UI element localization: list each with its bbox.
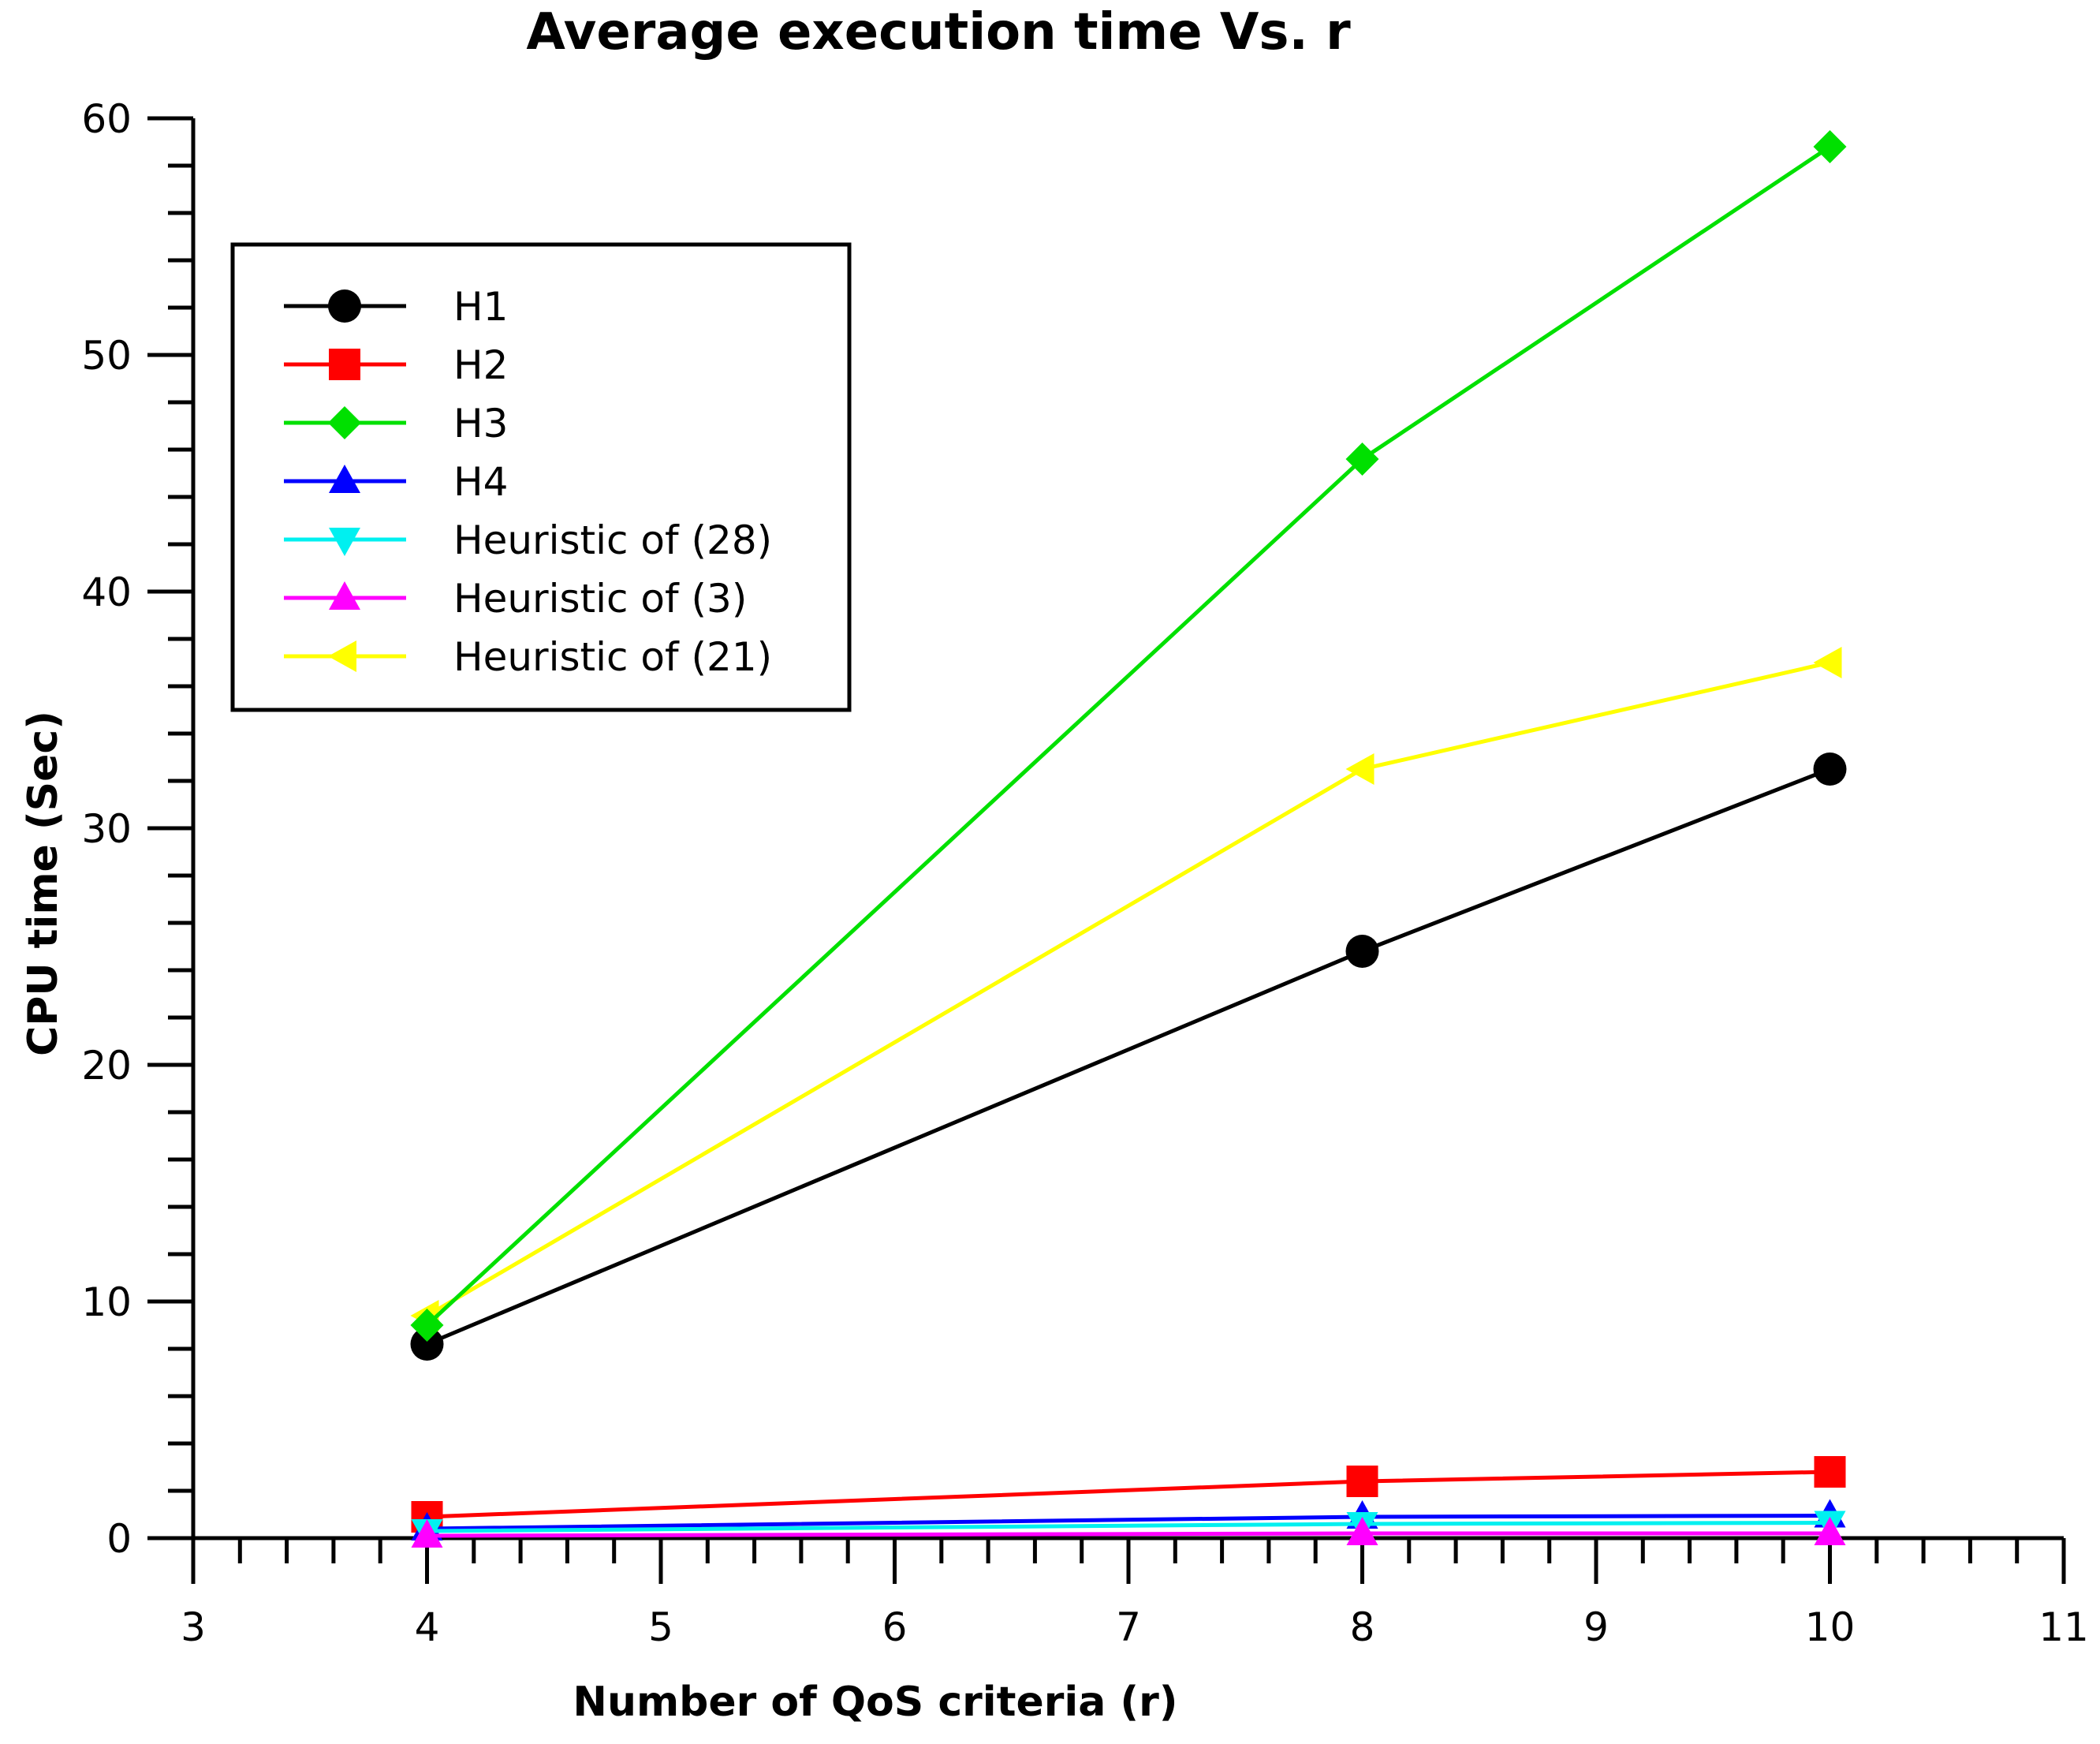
legend-item: H4 (284, 459, 508, 505)
series-line (426, 767, 1831, 1346)
data-point (1813, 130, 1847, 163)
series-h3 (410, 130, 1847, 1342)
y-tick-label: 50 (81, 333, 132, 379)
series-h2 (411, 1456, 1846, 1533)
series-line (427, 1470, 1830, 1519)
legend: H1 H2 H3 H4 Heuristic of (28) Heuristic of (3… (230, 242, 852, 712)
series-h1 (410, 752, 1847, 1361)
data-point (1346, 1517, 1378, 1545)
series-heuristic-of-3 (411, 1517, 1846, 1548)
x-tick-label: 3 (181, 1604, 206, 1650)
legend-item: Heuristic of (3) (284, 576, 747, 622)
legend-item: H2 (284, 342, 508, 388)
data-point (1814, 1456, 1846, 1488)
legend-label: H2 (453, 342, 508, 388)
x-tick-label: 10 (1805, 1604, 1856, 1650)
legend-box (230, 242, 852, 712)
data-point (1813, 752, 1847, 786)
legend-marker (328, 640, 356, 672)
legend-item: H1 (284, 284, 508, 330)
legend-label: Heuristic of (21) (453, 634, 772, 680)
y-tick-label: 20 (81, 1043, 132, 1089)
x-tick-label: 9 (1583, 1604, 1609, 1650)
data-point (1814, 1517, 1846, 1545)
data-point (1345, 935, 1379, 968)
data-point (1345, 443, 1379, 476)
x-axis-label: Number of QoS criteria (r) (573, 1679, 1177, 1726)
y-tick-label: 30 (81, 806, 132, 852)
legend-marker (329, 349, 360, 380)
data-point (1813, 647, 1842, 678)
legend-label: H3 (453, 401, 508, 446)
legend-item: Heuristic of (21) (284, 634, 772, 680)
legend-label: H1 (453, 284, 508, 330)
series-line (426, 660, 1831, 1318)
data-point (411, 1519, 443, 1548)
data-point (410, 1328, 444, 1361)
y-tick-label: 0 (106, 1516, 132, 1562)
axes: 3 4 5 6 7 8 9 10 11 0 10 20 30 40 50 60 (81, 96, 2088, 1650)
x-tick-label: 11 (2038, 1604, 2089, 1650)
legend-marker (328, 406, 361, 439)
series-layer (410, 130, 1847, 1548)
x-tick-label: 7 (1116, 1604, 1141, 1650)
x-tick-label: 5 (648, 1604, 673, 1650)
x-tick-label: 8 (1350, 1604, 1375, 1650)
data-point (1345, 753, 1375, 785)
legend-marker (329, 528, 360, 556)
y-tick-label: 10 (81, 1279, 132, 1325)
legend-label: H4 (453, 459, 508, 505)
y-axis-label: CPU time (Sec) (20, 711, 67, 1056)
data-point (1346, 1466, 1378, 1497)
legend-marker (329, 581, 360, 610)
y-tick-label: 60 (81, 96, 132, 142)
x-tick-label: 6 (882, 1604, 908, 1650)
y-tick-label: 40 (81, 570, 132, 615)
legend-item: H3 (284, 401, 508, 446)
data-point (410, 1309, 444, 1342)
legend-label: Heuristic of (3) (453, 576, 747, 622)
legend-marker (328, 289, 361, 323)
chart-title: Average execution time Vs. r (526, 3, 1351, 62)
legend-item: Heuristic of (28) (284, 517, 772, 563)
legend-label: Heuristic of (28) (453, 517, 772, 563)
legend-marker (329, 465, 360, 493)
series-line (427, 1531, 1830, 1538)
x-tick-label: 4 (415, 1604, 440, 1650)
series-heuristic-of-21 (410, 647, 1842, 1331)
